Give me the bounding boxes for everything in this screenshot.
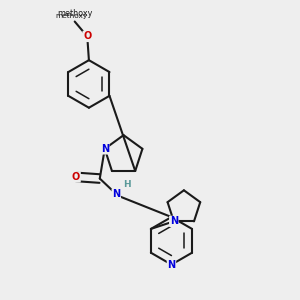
Text: N: N — [170, 216, 178, 226]
Text: O: O — [72, 172, 80, 182]
Text: O: O — [83, 32, 92, 41]
Text: H: H — [123, 180, 131, 189]
Text: N: N — [101, 144, 109, 154]
Text: methoxy: methoxy — [57, 9, 92, 18]
Text: N: N — [112, 189, 120, 199]
Text: methoxy: methoxy — [55, 13, 88, 19]
Text: N: N — [167, 260, 175, 270]
